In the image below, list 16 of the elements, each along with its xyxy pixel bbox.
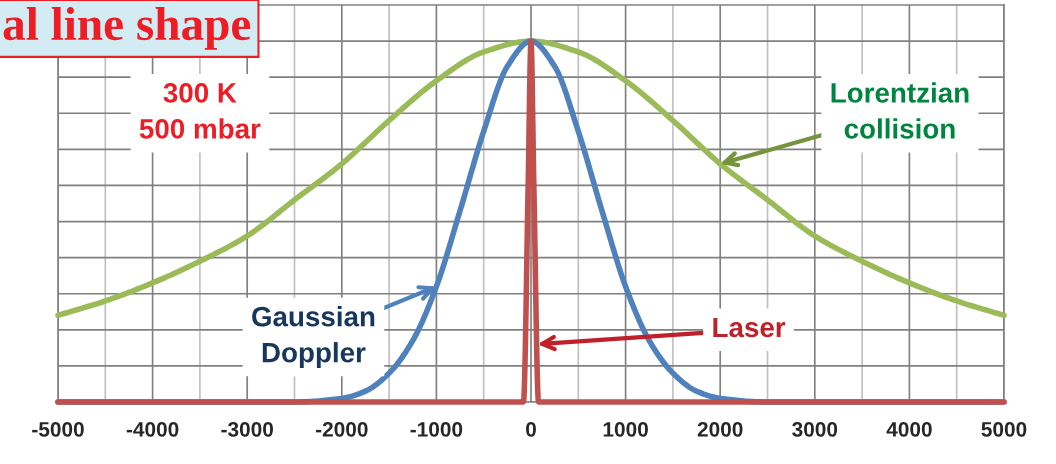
annotation: Laser	[713, 317, 786, 338]
annotation: 300 K 500 mbar	[139, 83, 261, 139]
x-tick-label: 0	[526, 421, 536, 437]
x-tick-label: -3000	[221, 421, 273, 437]
x-tick-label: 1000	[603, 421, 648, 437]
annotation: Gaussian Doppler	[252, 306, 375, 368]
x-tick-label: 3000	[792, 421, 838, 437]
x-tick-label: 5000	[981, 421, 1027, 437]
x-tick-label: -5000	[32, 421, 84, 437]
x-tick-label: 4000	[886, 421, 932, 437]
annotation: Lorentzian collision	[831, 82, 969, 139]
x-tick-label: -1000	[410, 421, 463, 437]
x-tick-label: 2000	[697, 421, 743, 437]
chart-title: al line shape	[3, 6, 251, 50]
x-tick-label: -4000	[126, 421, 179, 437]
x-tick-label: -2000	[315, 421, 368, 437]
